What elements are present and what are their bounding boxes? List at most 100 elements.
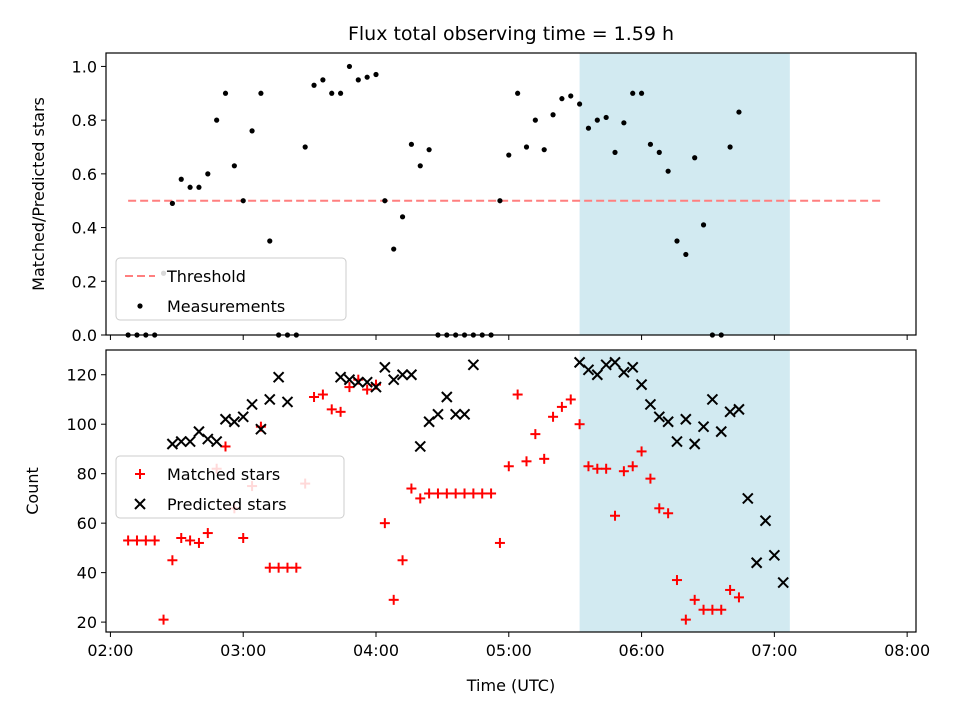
data-point bbox=[441, 391, 453, 403]
data-point bbox=[355, 77, 361, 83]
data-point bbox=[169, 200, 175, 206]
data-point bbox=[574, 419, 585, 430]
data-point bbox=[335, 406, 346, 417]
data-point bbox=[467, 359, 480, 371]
data-point bbox=[635, 378, 648, 391]
data-point bbox=[166, 438, 179, 450]
data-point bbox=[311, 82, 317, 88]
data-point bbox=[364, 74, 370, 80]
data-point bbox=[689, 594, 700, 605]
y-tick-label: 0.4 bbox=[72, 219, 97, 238]
data-point bbox=[612, 149, 618, 155]
data-point bbox=[449, 408, 462, 421]
data-point bbox=[653, 411, 665, 423]
data-point bbox=[750, 557, 763, 569]
data-point bbox=[397, 555, 408, 566]
data-point bbox=[486, 488, 497, 499]
data-point bbox=[291, 562, 302, 573]
data-point bbox=[317, 389, 328, 400]
data-point bbox=[550, 112, 556, 118]
data-point bbox=[202, 433, 214, 445]
data-point bbox=[417, 163, 423, 169]
y-tick-label: 0.6 bbox=[72, 165, 97, 184]
x-tick-label: 05:00 bbox=[486, 641, 532, 660]
y-tick-label: 120 bbox=[66, 366, 97, 385]
data-point bbox=[494, 537, 505, 548]
data-point bbox=[618, 366, 630, 378]
data-point bbox=[267, 238, 273, 244]
data-point bbox=[210, 435, 223, 448]
data-point bbox=[688, 438, 701, 450]
data-point bbox=[585, 125, 592, 131]
data-point bbox=[477, 488, 488, 499]
y-tick-label: 1.0 bbox=[72, 57, 97, 76]
data-point bbox=[302, 144, 308, 150]
data-point bbox=[577, 101, 583, 107]
data-point bbox=[406, 483, 417, 494]
data-point bbox=[237, 411, 249, 423]
data-point bbox=[264, 393, 276, 406]
legend: Matched stars Predicted stars bbox=[115, 455, 345, 519]
data-point bbox=[715, 425, 727, 438]
data-point bbox=[697, 420, 710, 433]
data-point bbox=[382, 198, 388, 204]
data-point bbox=[432, 408, 444, 421]
data-point bbox=[432, 488, 443, 499]
data-point bbox=[506, 152, 512, 158]
y-axis-label: Count bbox=[23, 467, 42, 515]
data-point bbox=[582, 364, 595, 376]
data-point bbox=[700, 222, 707, 228]
data-point bbox=[337, 90, 344, 96]
data-point bbox=[530, 429, 541, 440]
data-point bbox=[344, 382, 355, 393]
data-point bbox=[736, 109, 742, 115]
data-point bbox=[362, 384, 373, 395]
data-point bbox=[725, 584, 736, 595]
series-measurements bbox=[125, 63, 742, 338]
data-point bbox=[647, 141, 654, 147]
data-point bbox=[187, 184, 193, 190]
data-point bbox=[178, 176, 184, 182]
data-point bbox=[379, 361, 391, 374]
y-tick-label: 0.2 bbox=[72, 272, 97, 291]
data-point bbox=[258, 90, 264, 96]
data-point bbox=[644, 398, 657, 411]
data-point bbox=[387, 373, 400, 386]
plot-frame bbox=[105, 349, 917, 633]
data-point bbox=[742, 492, 754, 505]
data-point bbox=[343, 373, 356, 386]
data-point bbox=[202, 528, 213, 539]
data-point bbox=[255, 423, 267, 435]
data-point bbox=[175, 435, 187, 448]
data-point bbox=[627, 361, 639, 374]
data-point bbox=[497, 198, 503, 204]
data-point bbox=[618, 466, 629, 477]
highlight-span bbox=[579, 350, 790, 632]
data-point bbox=[131, 535, 142, 546]
data-point bbox=[196, 184, 202, 190]
data-point bbox=[281, 396, 294, 408]
legend-box bbox=[115, 257, 347, 321]
data-point bbox=[415, 493, 426, 504]
legend-label: Predicted stars bbox=[167, 495, 287, 514]
data-point bbox=[272, 371, 285, 383]
data-point bbox=[548, 411, 559, 422]
data-point bbox=[185, 535, 196, 546]
legend: Threshold Measurements bbox=[115, 257, 347, 321]
data-point bbox=[532, 117, 538, 123]
data-point bbox=[193, 425, 205, 438]
legend-label: Threshold bbox=[166, 267, 246, 286]
data-point bbox=[559, 96, 565, 102]
data-point bbox=[541, 147, 547, 153]
data-point bbox=[768, 549, 781, 562]
data-point bbox=[698, 604, 709, 615]
data-point bbox=[405, 369, 418, 381]
data-point bbox=[636, 446, 647, 457]
data-point bbox=[680, 413, 692, 425]
data-point bbox=[309, 392, 320, 402]
data-point bbox=[665, 168, 671, 174]
data-point bbox=[176, 533, 187, 543]
series-predicted-stars bbox=[166, 356, 789, 589]
data-point bbox=[231, 163, 237, 169]
data-point bbox=[140, 535, 151, 546]
